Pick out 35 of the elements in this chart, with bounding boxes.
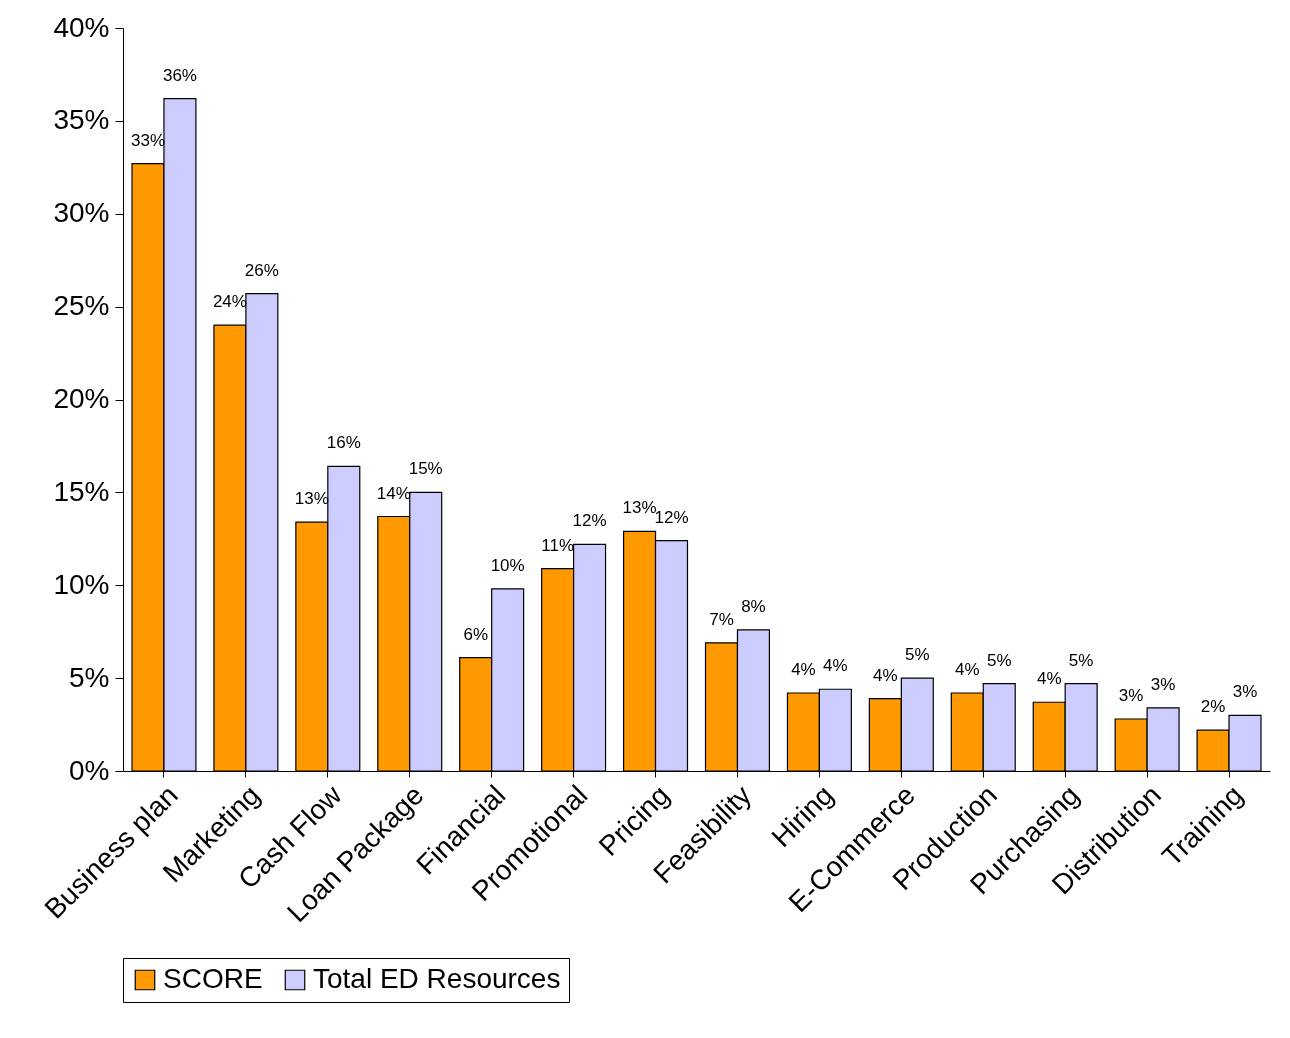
y-tick-label: 10% [53,568,110,600]
data-label: 3% [1150,674,1176,694]
y-tick-label: 25% [53,290,110,322]
data-label: 2% [1200,697,1226,717]
data-label: 4% [1036,669,1062,689]
data-label: 5% [986,650,1012,670]
data-label: 3% [1118,685,1144,705]
data-label: 5% [905,645,930,665]
data-label: 6% [463,624,488,644]
y-tick-label: 0% [69,754,110,786]
y-tick-label: 15% [53,475,110,507]
y-tick-label: 40% [53,11,110,43]
data-label: 4% [873,665,898,685]
data-label: 5% [1068,650,1094,670]
data-label: 4% [954,659,980,679]
data-label: 8% [741,596,766,616]
data-label: 12% [572,511,607,531]
data-label: 7% [709,609,734,629]
y-tick-label: 5% [69,661,110,693]
data-label: 10% [490,555,525,575]
legend-label: Total ED Resources [313,963,561,994]
data-label: 3% [1232,682,1258,702]
data-label: 14% [376,483,411,503]
data-label: 13% [622,498,657,518]
y-tick-label: 30% [53,197,110,229]
data-label: 36% [162,65,197,85]
data-label: 15% [408,459,443,479]
data-label: 4% [791,659,816,679]
data-label: 11% [541,535,575,555]
y-tick-label: 20% [53,383,110,414]
data-label: 26% [244,260,279,280]
data-label: 16% [326,433,361,453]
y-tick-label: 35% [53,104,110,136]
data-label: 4% [823,656,848,676]
legend-label: SCORE [163,963,263,994]
